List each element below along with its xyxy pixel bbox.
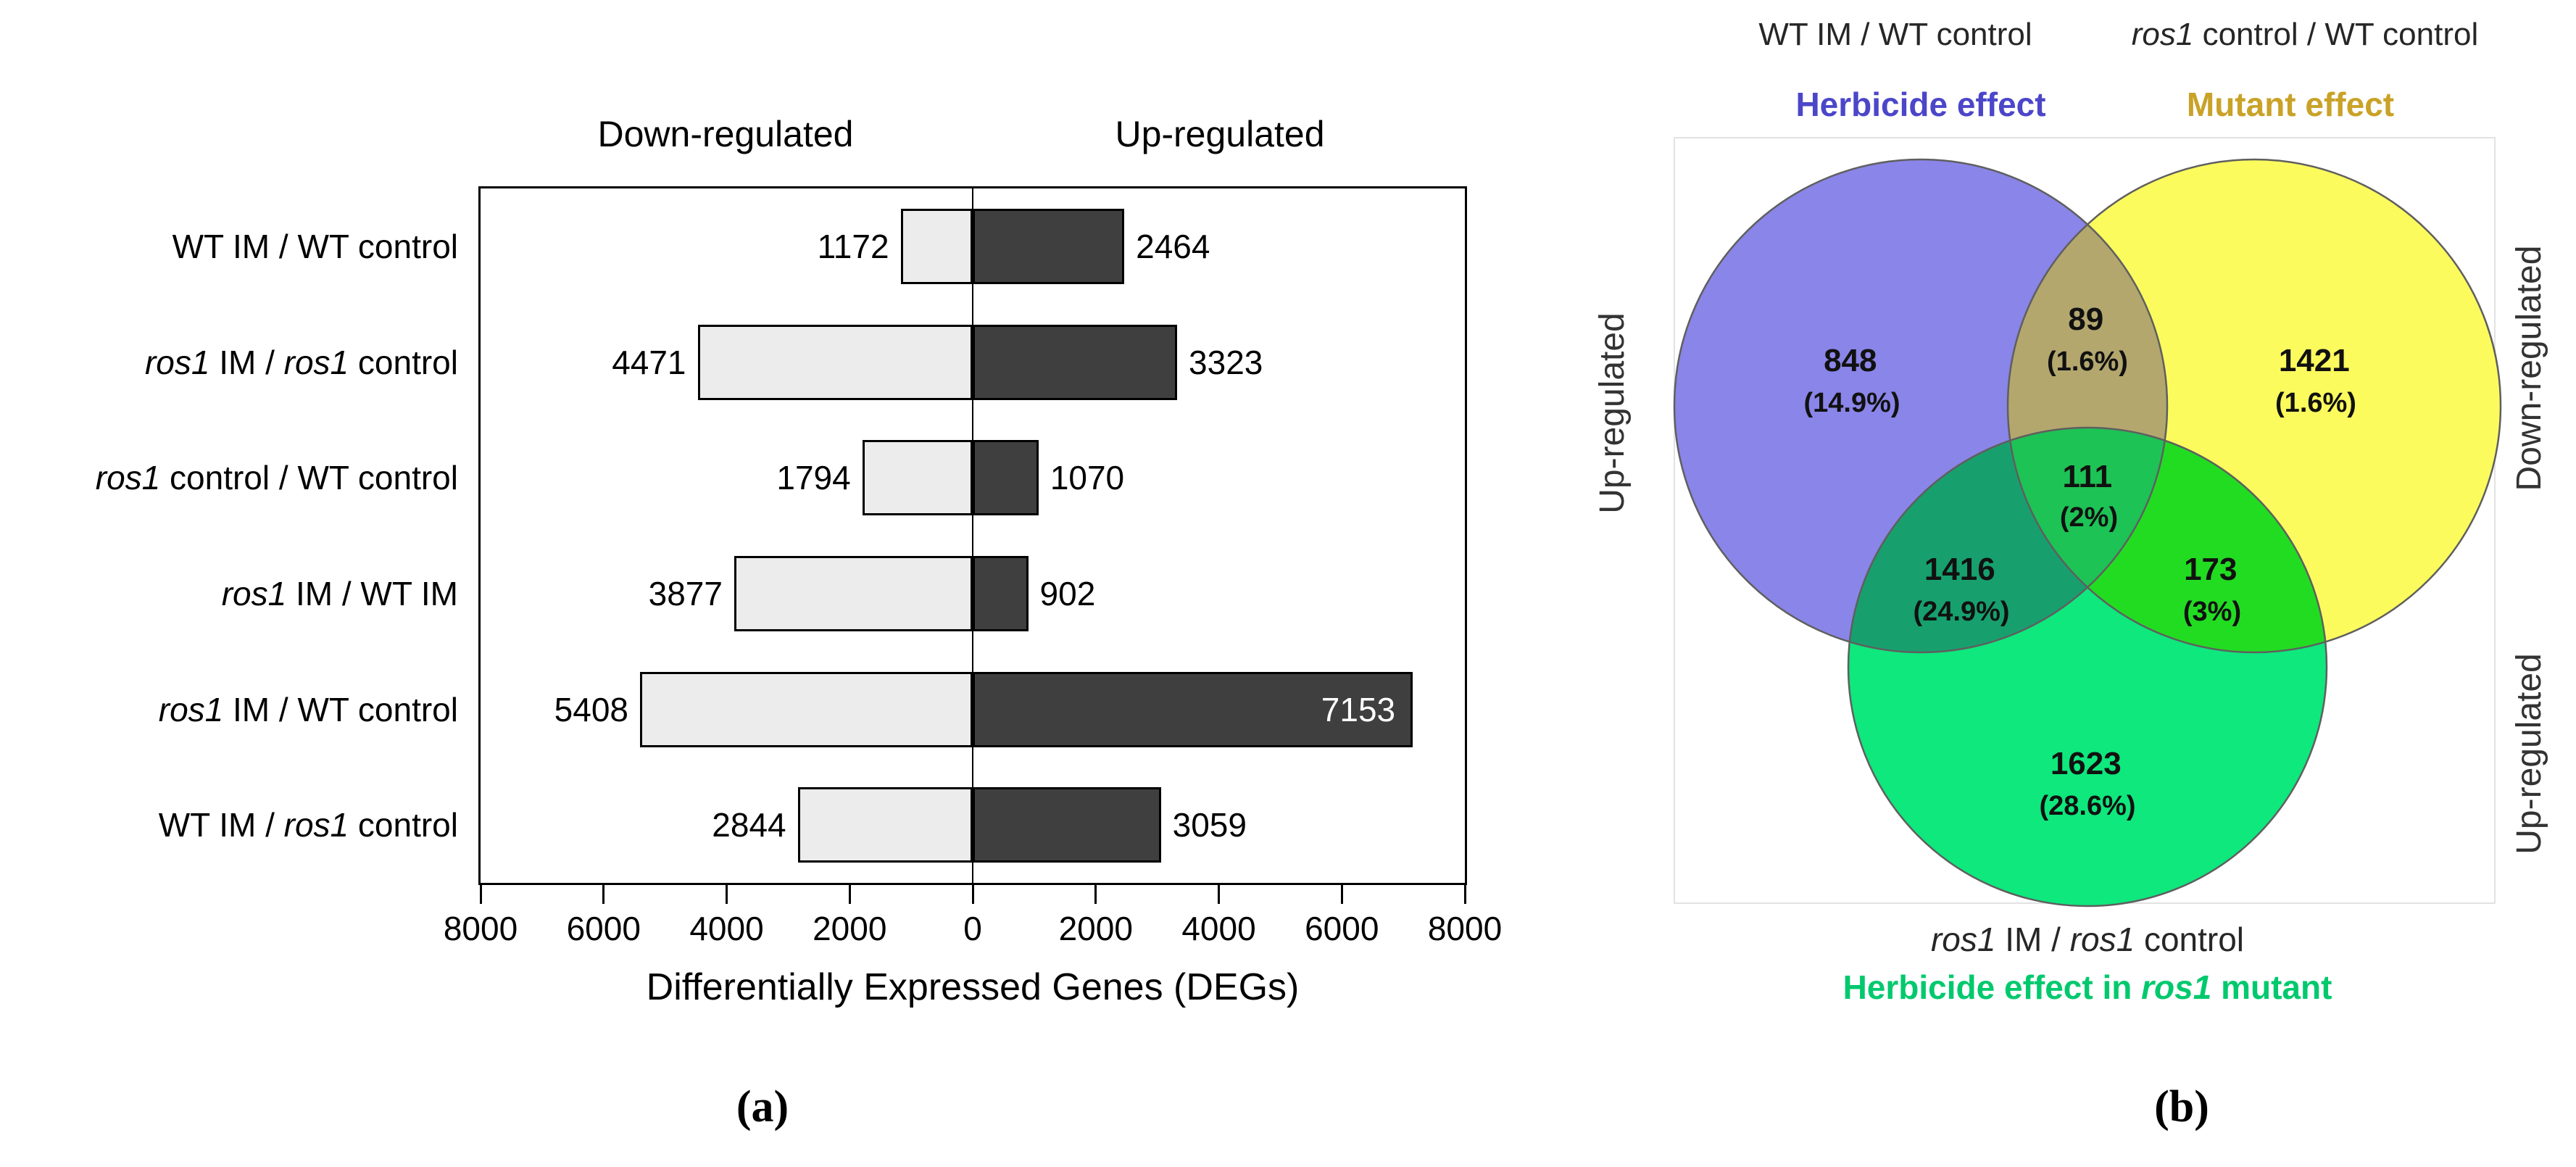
venn-outline-blue xyxy=(1673,158,2169,654)
label-segment: ros1 xyxy=(221,574,287,612)
panel-b-venn-diagram: WT IM / WT control ros1 control / WT con… xyxy=(1593,17,2548,1006)
label-segment: ros1 xyxy=(158,690,224,728)
bar-down-value-row-2: 4471 xyxy=(612,343,686,381)
x-axis-tick-3 xyxy=(848,885,851,904)
x-axis-tick-6 xyxy=(1218,885,1220,904)
venn-overlap-blue-green xyxy=(1848,428,2167,652)
label-segment: IM / WT control xyxy=(223,690,458,728)
label-segment: WT IM / xyxy=(158,806,284,844)
venn-header-ros1-control: ros1 control / WT control xyxy=(2132,17,2478,52)
venn-region-center: 111 (2%) xyxy=(2060,459,2118,533)
label-segment: ros1 xyxy=(283,343,349,381)
venn-outline-yellow xyxy=(2006,158,2502,654)
venn-region-blue-yellow: 89 (1.6%) xyxy=(2047,302,2128,377)
venn-label-herbicide-effect: Herbicide effect xyxy=(1795,86,2045,123)
bar-up-row-3 xyxy=(973,440,1039,516)
bar-down-value-row-4: 3877 xyxy=(648,574,723,612)
category-label-row-1: WT IM / WT control xyxy=(0,225,458,267)
x-axis-tick-label-8: 8000 xyxy=(1427,910,1503,947)
venn-region-yellow-green: 173 (3%) xyxy=(2183,552,2241,627)
x-axis-tick-label-2: 4000 xyxy=(689,910,764,947)
bar-down-value-row-6: 2844 xyxy=(712,806,786,844)
label-segment: control xyxy=(349,806,458,844)
panel-b-caption: (b) xyxy=(2154,1082,2209,1131)
category-label-row-4: ros1 IM / WT IM xyxy=(0,573,458,615)
bar-plot-area: 1172 2464 4471 3323 1794 1070 3877 902 5408 7153 2… xyxy=(478,186,1467,885)
bar-up-row-5 xyxy=(973,671,1413,747)
venn-region-blue-green: 1416 (24.9%) xyxy=(1913,552,2009,627)
x-axis-title: Differentially Expressed Genes (DEGs) xyxy=(646,966,1300,1008)
venn-label-mutant-effect: Mutant effect xyxy=(2187,86,2394,123)
panel-a-caption: (a) xyxy=(736,1082,789,1131)
venn-caption-herbicide-ros1: Herbicide effect in ros1 mutant xyxy=(1843,968,2332,1006)
bar-down-value-row-1: 1172 xyxy=(817,227,889,265)
x-axis-tick-label-1: 6000 xyxy=(566,910,641,947)
bar-up-row-1 xyxy=(973,208,1125,284)
category-label-row-5: ros1 IM / WT control xyxy=(0,689,458,731)
label-segment: ros1 xyxy=(95,459,161,497)
label-segment: control / WT control xyxy=(160,459,458,497)
label-segment: ros1 xyxy=(283,806,349,844)
bar-up-row-2 xyxy=(973,324,1178,400)
label-segment: ros1 xyxy=(144,343,210,381)
bar-up-row-4 xyxy=(973,555,1029,631)
bar-down-row-2 xyxy=(697,324,973,400)
x-axis-tick-4 xyxy=(971,885,974,904)
label-segment: WT IM / WT control xyxy=(172,227,458,265)
label-segment: control xyxy=(349,343,458,381)
bar-up-row-6 xyxy=(973,787,1161,863)
venn-region-yellow-only: 1421 (1.6%) xyxy=(2275,343,2356,418)
bar-down-row-1 xyxy=(900,208,973,284)
x-axis-tick-label-7: 6000 xyxy=(1305,910,1379,947)
bar-up-value-row-3: 1070 xyxy=(1050,459,1125,497)
x-axis-tick-label-5: 2000 xyxy=(1058,910,1133,947)
x-axis-tick-7 xyxy=(1340,885,1343,904)
bar-down-value-row-5: 5408 xyxy=(554,690,628,728)
venn-caption-ros1-im: ros1 IM / ros1 control xyxy=(1931,921,2244,958)
x-axis-tick-8 xyxy=(1463,885,1466,904)
bar-up-value-row-2: 3323 xyxy=(1189,343,1263,381)
venn-overlap-yellow-green xyxy=(2008,428,2327,652)
bar-up-value-row-1: 2464 xyxy=(1136,227,1210,265)
bar-down-row-6 xyxy=(797,787,973,863)
category-label-row-6: WT IM / ros1 control xyxy=(0,804,458,846)
x-axis-tick-2 xyxy=(726,885,728,904)
x-axis-tick-label-3: 2000 xyxy=(813,910,887,947)
bar-up-value-row-5: 7153 xyxy=(1321,690,1396,728)
category-label-row-3: ros1 control / WT control xyxy=(0,457,458,499)
x-axis-tick-label-4: 0 xyxy=(963,910,982,947)
bar-down-row-3 xyxy=(862,440,973,516)
label-segment: IM / WT IM xyxy=(286,574,458,612)
venn-region-blue-only: 848 (14.9%) xyxy=(1803,343,1900,418)
bar-down-value-row-3: 1794 xyxy=(776,459,851,497)
bar-up-value-row-6: 3059 xyxy=(1172,806,1247,844)
venn-header-ros1-rest: control / WT control xyxy=(2193,17,2478,52)
category-label-row-2: ros1 IM / ros1 control xyxy=(0,341,458,383)
bar-down-row-4 xyxy=(734,555,973,631)
up-regulated-column-header: Up-regulated xyxy=(1115,114,1325,154)
x-axis-tick-5 xyxy=(1094,885,1097,904)
bar-up-value-row-4: 902 xyxy=(1039,574,1096,612)
x-axis-tick-1 xyxy=(602,885,605,904)
zero-axis-line xyxy=(972,188,973,883)
x-axis-tick-0 xyxy=(479,885,482,904)
x-axis-tick-label-6: 4000 xyxy=(1181,910,1256,947)
venn-header-wt-im: WT IM / WT control xyxy=(1758,17,2032,52)
venn-side-label-up-regulated-right: Up-regulated xyxy=(2510,653,2548,855)
venn-side-label-down-regulated-right: Down-regulated xyxy=(2510,246,2548,491)
bar-down-row-5 xyxy=(639,671,973,747)
label-segment: IM / xyxy=(209,343,284,381)
x-axis-tick-label-0: 8000 xyxy=(443,910,518,947)
venn-region-green-only: 1623 (28.6%) xyxy=(2039,746,2135,821)
venn-side-label-up-regulated-left: Up-regulated xyxy=(1593,312,1632,514)
down-regulated-column-header: Down-regulated xyxy=(597,114,854,154)
venn-outline-green xyxy=(1847,426,2328,908)
venn-header-ros1-italic: ros1 xyxy=(2132,17,2194,52)
